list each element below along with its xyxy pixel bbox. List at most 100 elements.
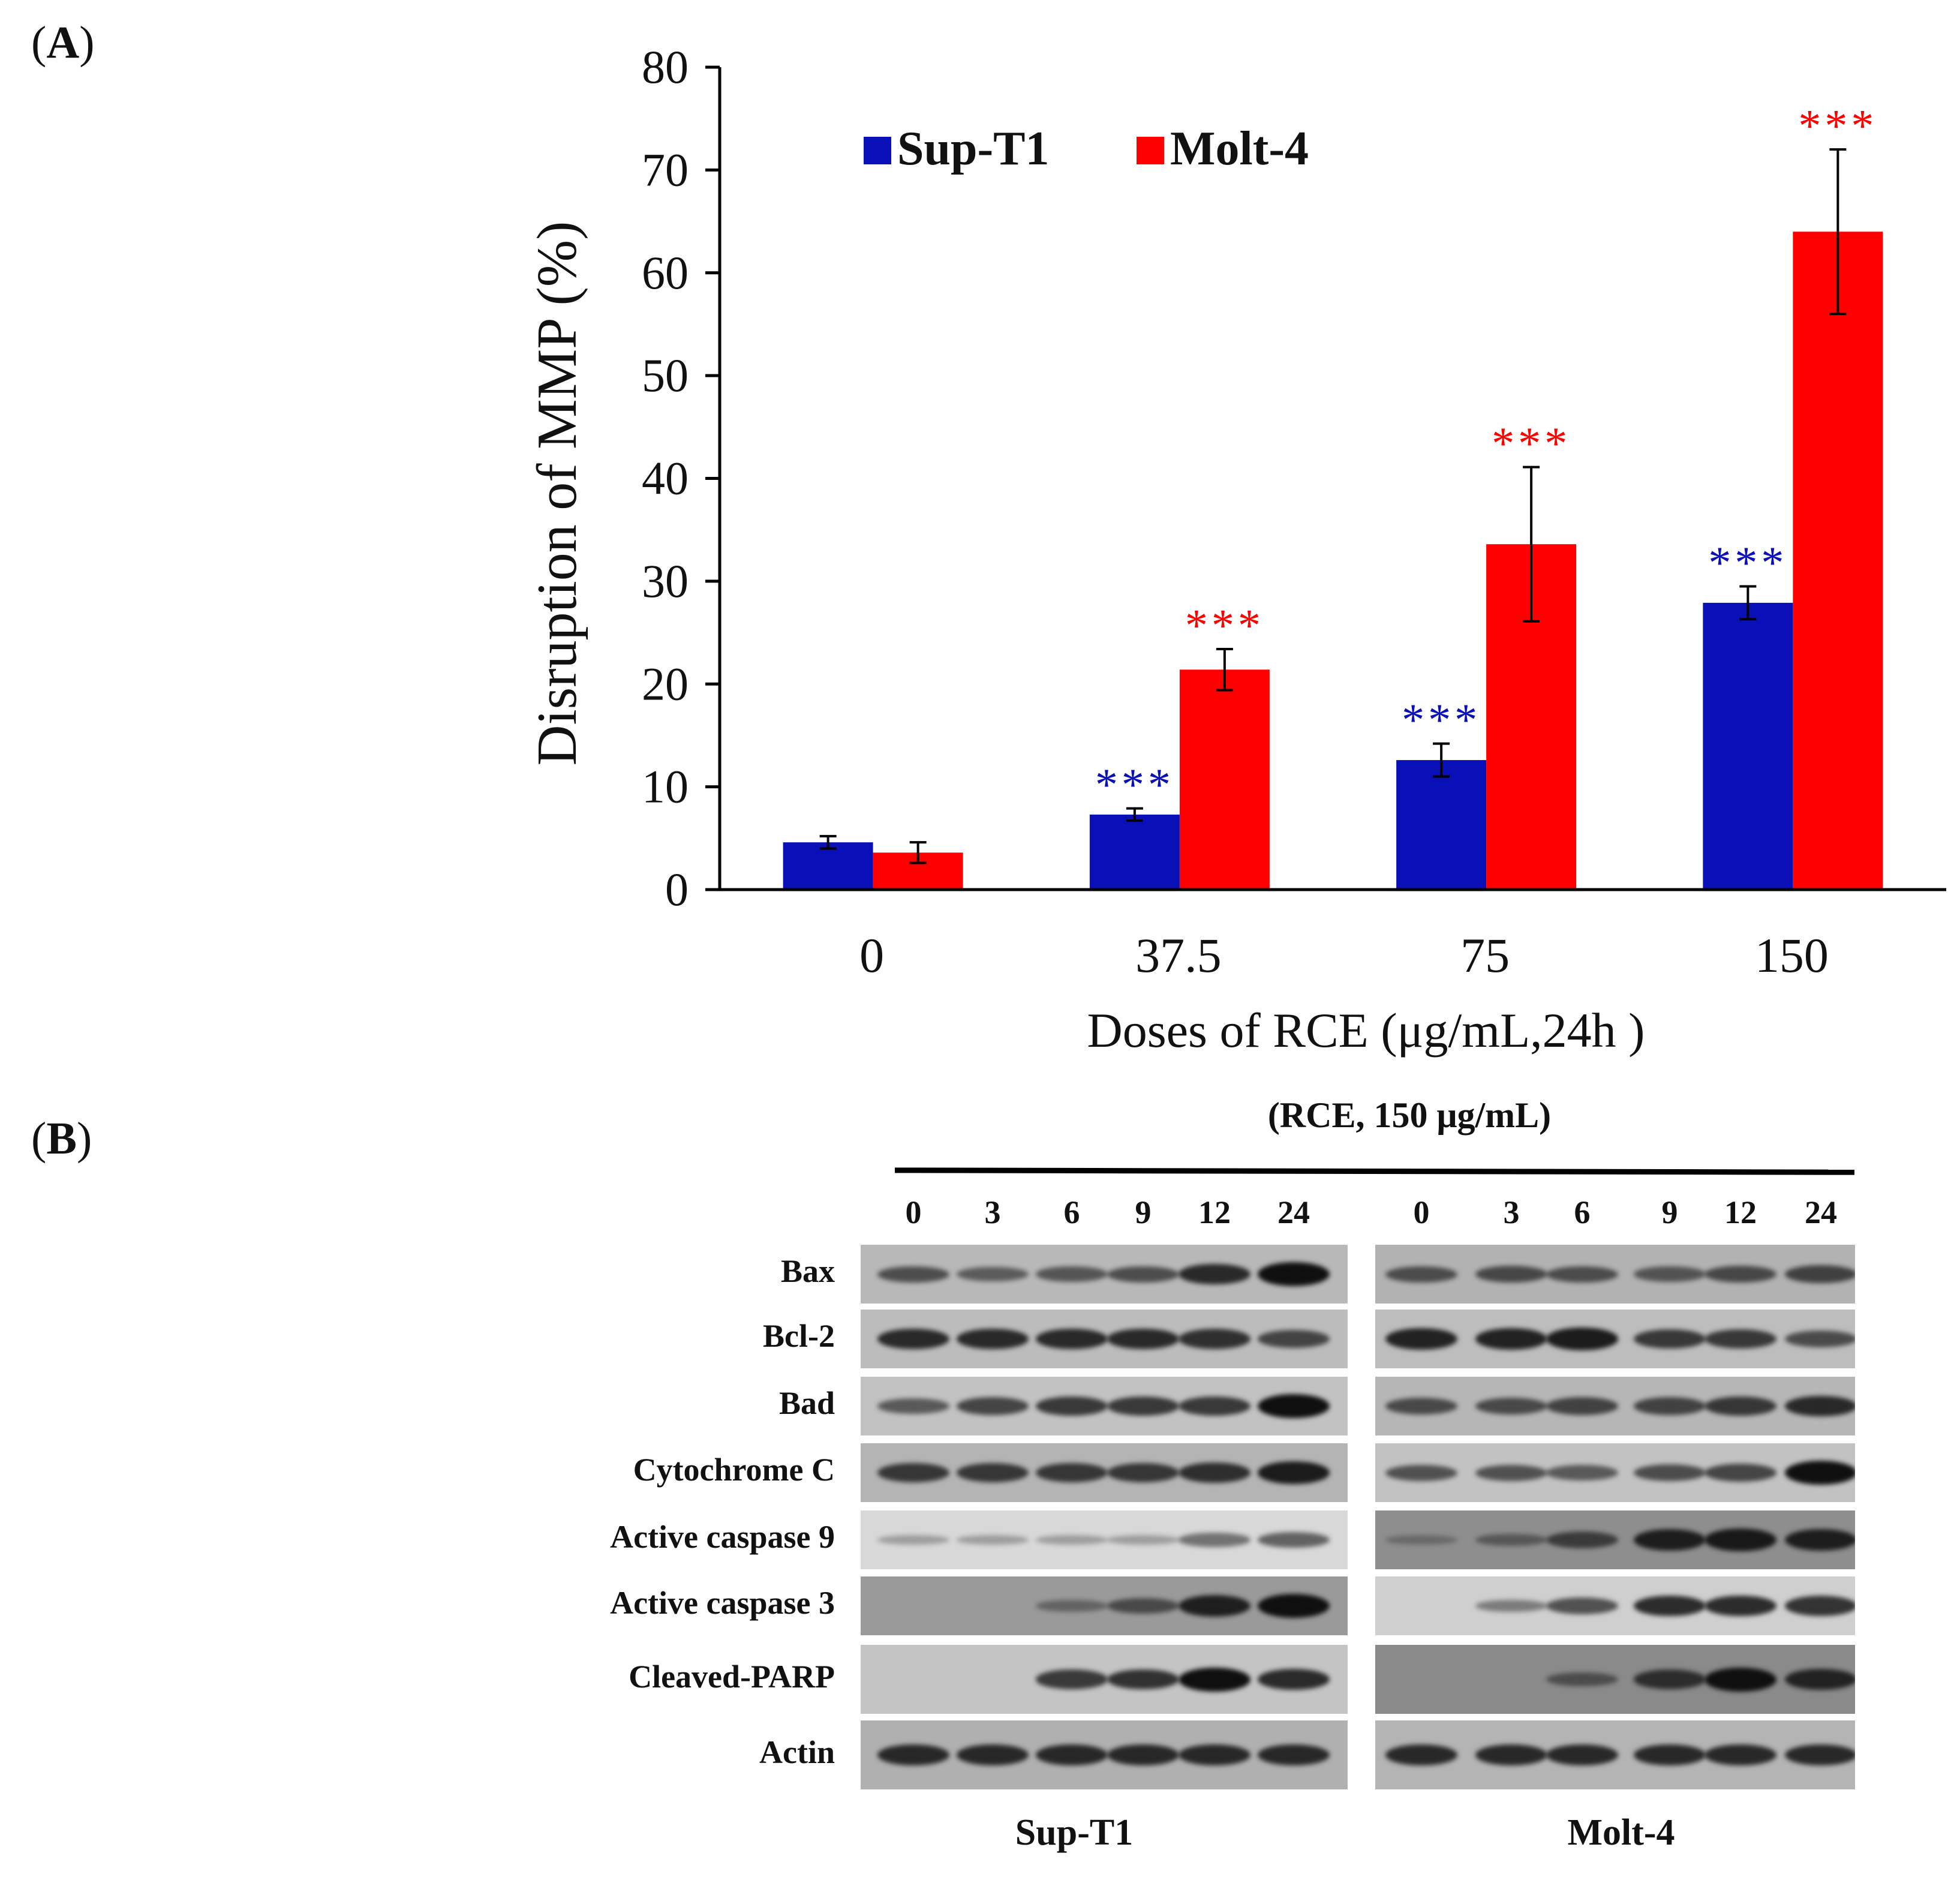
bar-sup-t1-75 bbox=[1396, 760, 1487, 890]
protein-band bbox=[1385, 1744, 1457, 1765]
protein-band bbox=[1179, 1533, 1250, 1547]
bar-sup-t1-0 bbox=[783, 842, 873, 890]
y-tick-label: 60 bbox=[642, 247, 689, 299]
significance-marker: *** bbox=[1798, 101, 1877, 151]
protein-band bbox=[1179, 1594, 1250, 1617]
lane-label-sup-t1-9h: 9 bbox=[1135, 1194, 1152, 1230]
y-axis-title: Disruption of MMP (%) bbox=[526, 221, 588, 766]
protein-band bbox=[877, 1744, 949, 1765]
protein-band bbox=[1546, 1328, 1618, 1350]
significance-marker: *** bbox=[1708, 537, 1787, 588]
legend-swatch-molt-4 bbox=[1137, 137, 1164, 164]
protein-band bbox=[1258, 1461, 1330, 1484]
legend-label-molt-4: Molt-4 bbox=[1170, 122, 1309, 175]
protein-band bbox=[1107, 1462, 1179, 1483]
blot-strip-molt-4-cleaved-parp bbox=[1375, 1645, 1855, 1714]
protein-band bbox=[1258, 1330, 1330, 1348]
protein-band bbox=[1785, 1265, 1855, 1283]
treatment-condition-label: (RCE, 150 μg/mL) bbox=[1267, 1095, 1552, 1135]
y-tick-label: 70 bbox=[642, 143, 689, 196]
protein-band bbox=[1475, 1599, 1547, 1612]
significance-marker: *** bbox=[1185, 600, 1264, 651]
protein-band bbox=[1036, 1600, 1108, 1612]
x-tick-label: 0 bbox=[859, 928, 884, 983]
protein-band bbox=[1705, 1595, 1776, 1617]
protein-band bbox=[1705, 1744, 1776, 1765]
blot-strip-molt-4-cytochrome-c bbox=[1375, 1443, 1855, 1502]
protein-band bbox=[1634, 1266, 1706, 1282]
protein-band bbox=[1546, 1672, 1618, 1687]
protein-label-cleaved-parp: Cleaved-PARP bbox=[629, 1658, 835, 1695]
blot-strip-sup-t1-active-caspase-3 bbox=[861, 1576, 1348, 1635]
protein-label-active-caspase-9: Active caspase 9 bbox=[610, 1519, 835, 1555]
protein-band bbox=[957, 1397, 1029, 1415]
protein-band bbox=[1036, 1396, 1108, 1416]
x-tick-label: 37.5 bbox=[1135, 928, 1222, 983]
protein-band bbox=[1634, 1669, 1706, 1689]
protein-band bbox=[957, 1328, 1029, 1350]
blot-strip-sup-t1-bax bbox=[861, 1245, 1348, 1304]
blot-strip-sup-t1-actin bbox=[861, 1720, 1348, 1789]
protein-band bbox=[1546, 1397, 1618, 1415]
lane-label-sup-t1-6h: 6 bbox=[1063, 1194, 1080, 1230]
mmp-bar-chart: *** *** *** *** *** *** 0 10 20 30 40 50 60 70 80 0 37.… bbox=[526, 41, 1946, 1058]
protein-label-actin: Actin bbox=[759, 1734, 835, 1770]
x-tick-label: 75 bbox=[1460, 928, 1510, 983]
protein-band bbox=[1107, 1266, 1179, 1283]
protein-band bbox=[1634, 1464, 1706, 1482]
bar-molt-4-150 bbox=[1793, 232, 1883, 890]
y-tick-label: 20 bbox=[642, 657, 689, 710]
blot-strip-molt-4-bax bbox=[1375, 1245, 1855, 1304]
protein-band bbox=[1475, 1397, 1547, 1415]
protein-band bbox=[1179, 1667, 1250, 1692]
protein-band bbox=[1546, 1266, 1618, 1283]
protein-band bbox=[1785, 1596, 1855, 1616]
protein-band bbox=[1036, 1462, 1108, 1483]
protein-band bbox=[1785, 1395, 1855, 1417]
bar-sup-t1-150 bbox=[1703, 602, 1793, 890]
protein-band bbox=[1705, 1329, 1776, 1349]
protein-band bbox=[1785, 1461, 1855, 1485]
lane-label-molt-4-12h: 12 bbox=[1724, 1194, 1757, 1230]
lane-label-sup-t1-12h: 12 bbox=[1198, 1194, 1231, 1230]
lane-label-molt-4-0h: 0 bbox=[1413, 1194, 1430, 1230]
protein-label-bax: Bax bbox=[780, 1253, 835, 1289]
significance-marker: *** bbox=[1095, 760, 1174, 810]
lane-label-molt-4-24h: 24 bbox=[1805, 1194, 1837, 1230]
protein-band bbox=[957, 1744, 1029, 1765]
protein-band bbox=[957, 1266, 1029, 1282]
protein-band bbox=[1705, 1528, 1776, 1551]
y-tick-label: 10 bbox=[642, 761, 689, 813]
protein-band bbox=[1107, 1669, 1179, 1690]
protein-band bbox=[1546, 1597, 1618, 1615]
protein-band bbox=[1475, 1464, 1547, 1481]
legend-swatch-sup-t1 bbox=[864, 137, 891, 164]
bar-molt-4-37.5 bbox=[1179, 669, 1270, 890]
protein-band bbox=[1385, 1464, 1457, 1481]
blot-strip-sup-t1-bcl-2 bbox=[861, 1310, 1348, 1368]
protein-band bbox=[877, 1462, 949, 1483]
lane-label-molt-4-6h: 6 bbox=[1574, 1194, 1591, 1230]
bar-sup-t1-37.5 bbox=[1089, 814, 1180, 890]
blot-strip-sup-t1-active-caspase-9 bbox=[861, 1510, 1348, 1569]
protein-label-bad: Bad bbox=[778, 1385, 835, 1421]
legend-label-sup-t1: Sup-T1 bbox=[897, 122, 1049, 175]
protein-label-active-caspase-3: Active caspase 3 bbox=[610, 1585, 835, 1621]
protein-band bbox=[1475, 1328, 1547, 1350]
protein-band bbox=[877, 1328, 949, 1350]
significance-marker: *** bbox=[1492, 419, 1571, 469]
blot-strip-molt-4-bcl-2 bbox=[1375, 1310, 1855, 1368]
protein-band bbox=[1475, 1265, 1547, 1283]
lane-label-sup-t1-3h: 3 bbox=[984, 1194, 1001, 1230]
blot-strip-molt-4-bad bbox=[1375, 1377, 1855, 1435]
protein-band bbox=[1634, 1595, 1706, 1617]
protein-band bbox=[1258, 1532, 1330, 1548]
protein-band bbox=[1546, 1465, 1618, 1480]
significance-marker: *** bbox=[1402, 695, 1481, 746]
protein-band bbox=[1385, 1328, 1457, 1350]
protein-band bbox=[1107, 1598, 1179, 1614]
protein-band bbox=[877, 1266, 949, 1283]
protein-band bbox=[1785, 1330, 1855, 1348]
y-tick-label: 50 bbox=[642, 349, 689, 401]
